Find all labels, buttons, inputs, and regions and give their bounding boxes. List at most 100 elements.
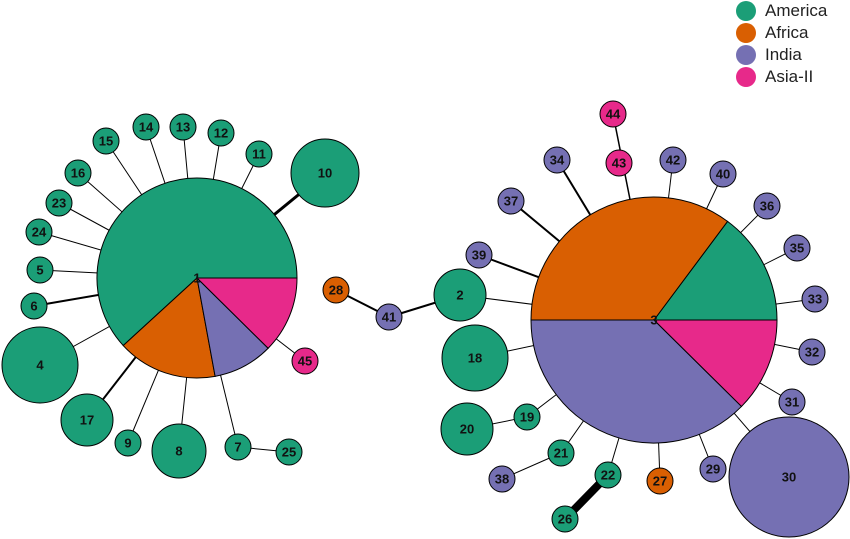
- node-31: 31: [778, 388, 806, 416]
- node-circle: [798, 338, 826, 366]
- node-label: 13: [176, 120, 190, 135]
- node-circle: [728, 416, 850, 538]
- legend-swatch-america: [736, 1, 756, 21]
- node-35: 35: [783, 234, 811, 262]
- node-circle: [207, 119, 235, 147]
- legend-swatch-asia-ii: [736, 67, 756, 87]
- node-label: 5: [36, 263, 43, 278]
- node-label: 4: [36, 358, 44, 373]
- node-label: 18: [468, 351, 482, 366]
- node-circle: [169, 113, 197, 141]
- node-circle: [594, 461, 622, 489]
- legend-item-asia-ii: Asia-II: [736, 66, 827, 88]
- node-circle: [783, 234, 811, 262]
- node-22: 22: [594, 461, 622, 489]
- node-8: 8: [151, 423, 207, 479]
- legend-item-africa: Africa: [736, 22, 827, 44]
- node-label: 44: [606, 107, 621, 122]
- pie-slice-asia-ii: [195, 277, 298, 349]
- node-7: 7: [224, 433, 252, 461]
- node-circle: [375, 303, 403, 331]
- node-label: 26: [558, 512, 572, 527]
- node-label: 35: [790, 241, 804, 256]
- legend-label-america: America: [765, 1, 828, 20]
- node-1: 1: [96, 177, 298, 379]
- node-label: 16: [71, 166, 85, 181]
- node-18: 18: [441, 324, 509, 392]
- node-label: 34: [550, 153, 565, 168]
- node-3: 3: [530, 196, 778, 444]
- node-circle: [45, 189, 73, 217]
- pie-slice-africa: [122, 277, 216, 379]
- nodes-layer: 1324567891011121314151617181920212223242…: [1, 100, 850, 538]
- node-circle: [465, 241, 493, 269]
- node-21: 21: [547, 439, 575, 467]
- node-41: 41: [375, 303, 403, 331]
- node-36: 36: [753, 192, 781, 220]
- legend-swatch-africa: [736, 23, 756, 43]
- legend: America Africa India Asia-II: [736, 0, 827, 88]
- legend-item-america: America: [736, 0, 827, 22]
- node-label: 24: [32, 225, 47, 240]
- pie-slice-america: [653, 220, 778, 321]
- node-label: 20: [460, 422, 474, 437]
- node-circle: [322, 276, 350, 304]
- node-label: 40: [716, 167, 730, 182]
- legend-swatch-india: [736, 45, 756, 65]
- node-label: 31: [785, 395, 799, 410]
- node-circle: [543, 146, 571, 174]
- pie-slice-asia-ii: [652, 319, 778, 408]
- node-circle: [488, 465, 516, 493]
- node-label: 36: [760, 199, 774, 214]
- node-label: 23: [52, 196, 66, 211]
- node-circle: [441, 324, 509, 392]
- node-circle: [599, 100, 627, 128]
- node-4: 4: [1, 326, 79, 404]
- node-label: 32: [805, 345, 819, 360]
- node-label: 8: [175, 444, 182, 459]
- node-circle: [20, 292, 48, 320]
- node-circle: [778, 388, 806, 416]
- node-label: 29: [706, 462, 720, 477]
- node-circle: [290, 138, 360, 208]
- node-circle: [114, 429, 142, 457]
- node-42: 42: [659, 146, 687, 174]
- node-9: 9: [114, 429, 142, 457]
- node-label: 39: [472, 248, 486, 263]
- node-label: 21: [554, 446, 568, 461]
- legend-label-africa: Africa: [765, 23, 809, 42]
- node-label: 10: [318, 166, 332, 181]
- node-circle: [92, 127, 120, 155]
- node-20: 20: [440, 402, 494, 456]
- node-27: 27: [646, 467, 674, 495]
- node-label: 41: [382, 310, 396, 325]
- node-circle: [440, 402, 494, 456]
- node-circle: [25, 218, 53, 246]
- node-circle: [547, 439, 575, 467]
- pie-slice-america: [96, 177, 298, 347]
- node-label: 2: [456, 288, 463, 303]
- node-29: 29: [699, 455, 727, 483]
- node-14: 14: [132, 113, 160, 141]
- node-44: 44: [599, 100, 627, 128]
- node-13: 13: [169, 113, 197, 141]
- node-26: 26: [551, 505, 579, 533]
- node-circle: [513, 403, 541, 431]
- node-10: 10: [290, 138, 360, 208]
- node-circle: [801, 285, 829, 313]
- node-2: 2: [433, 268, 487, 322]
- node-40: 40: [709, 160, 737, 188]
- node-11: 11: [245, 140, 273, 168]
- node-28: 28: [322, 276, 350, 304]
- node-circle: [64, 159, 92, 187]
- node-label: 9: [124, 436, 131, 451]
- node-45: 45: [291, 347, 319, 375]
- node-24: 24: [25, 218, 53, 246]
- node-6: 6: [20, 292, 48, 320]
- node-label: 28: [329, 283, 343, 298]
- node-circle: [551, 505, 579, 533]
- node-circle: [659, 146, 687, 174]
- node-25: 25: [275, 438, 303, 466]
- node-label: 43: [612, 156, 626, 171]
